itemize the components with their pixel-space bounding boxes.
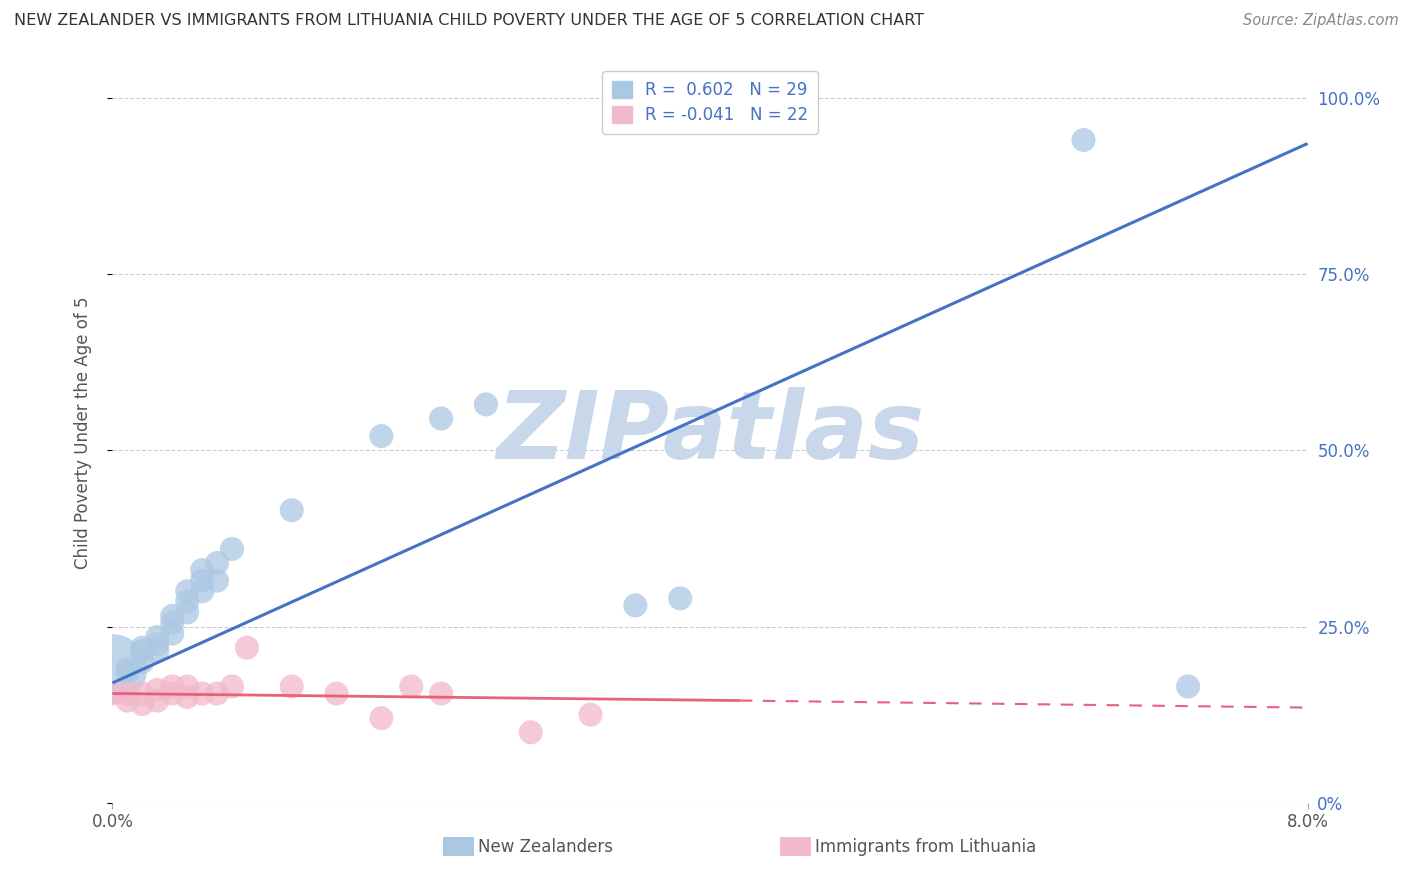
- Point: [101, 686, 124, 700]
- Point: [176, 680, 198, 694]
- Point: [131, 686, 153, 700]
- Point: [162, 615, 183, 630]
- Point: [131, 644, 153, 658]
- Text: New Zealanders: New Zealanders: [478, 838, 613, 855]
- Point: [117, 665, 139, 680]
- Point: [162, 686, 183, 700]
- Point: [146, 637, 169, 651]
- Point: [191, 584, 214, 599]
- Point: [281, 503, 304, 517]
- Point: [191, 563, 214, 577]
- Point: [131, 655, 153, 669]
- Point: [162, 626, 183, 640]
- Point: [117, 686, 139, 700]
- Point: [146, 644, 169, 658]
- Point: [236, 640, 259, 655]
- Point: [325, 686, 347, 700]
- Point: [430, 686, 453, 700]
- Point: [1073, 133, 1095, 147]
- Point: [475, 397, 498, 411]
- Point: [191, 574, 214, 588]
- Legend: R =  0.602   N = 29, R = -0.041   N = 22: R = 0.602 N = 29, R = -0.041 N = 22: [602, 70, 818, 134]
- Point: [176, 584, 198, 599]
- Point: [101, 662, 124, 676]
- Point: [370, 711, 392, 725]
- Point: [669, 591, 692, 606]
- Point: [579, 707, 602, 722]
- Y-axis label: Child Poverty Under the Age of 5: Child Poverty Under the Age of 5: [73, 296, 91, 569]
- Point: [370, 429, 392, 443]
- Text: Source: ZipAtlas.com: Source: ZipAtlas.com: [1243, 13, 1399, 29]
- Point: [401, 680, 423, 694]
- Point: [205, 574, 228, 588]
- Point: [176, 595, 198, 609]
- Point: [430, 411, 453, 425]
- Point: [176, 606, 198, 620]
- Point: [221, 541, 243, 556]
- Point: [205, 686, 228, 700]
- Point: [146, 693, 169, 707]
- Point: [624, 599, 647, 613]
- Point: [1177, 680, 1199, 694]
- Point: [162, 680, 183, 694]
- Point: [176, 690, 198, 704]
- Point: [131, 697, 153, 711]
- Point: [146, 683, 169, 698]
- Point: [146, 630, 169, 644]
- Text: Immigrants from Lithuania: Immigrants from Lithuania: [815, 838, 1036, 855]
- Point: [281, 680, 304, 694]
- Point: [117, 662, 139, 676]
- Point: [162, 609, 183, 624]
- Point: [205, 556, 228, 570]
- Point: [221, 680, 243, 694]
- Text: NEW ZEALANDER VS IMMIGRANTS FROM LITHUANIA CHILD POVERTY UNDER THE AGE OF 5 CORR: NEW ZEALANDER VS IMMIGRANTS FROM LITHUAN…: [14, 13, 924, 29]
- Point: [117, 693, 139, 707]
- Point: [191, 686, 214, 700]
- Point: [131, 640, 153, 655]
- Point: [520, 725, 543, 739]
- Text: ZIPatlas: ZIPatlas: [496, 386, 924, 479]
